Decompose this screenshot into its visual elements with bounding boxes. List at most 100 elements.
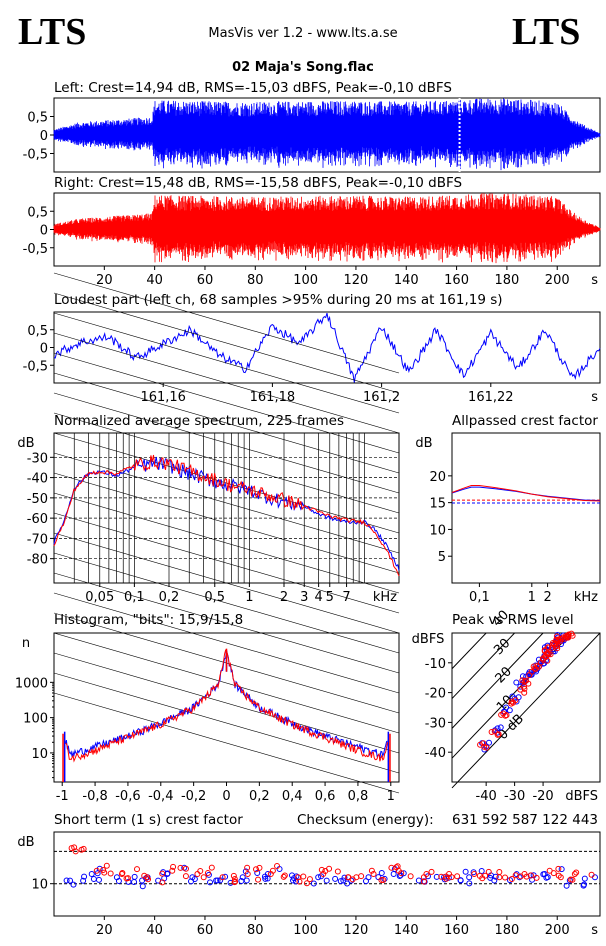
shortcrest-point-1 [443,873,450,880]
peakrms-point-0 [485,739,492,746]
histogram-label: Histogram, "bits": 15,9/15,8 [54,612,244,628]
shortcrest-xtick-label: 60 [197,923,214,938]
spectrum-slope-line [53,652,400,754]
shortcrest-point-0 [264,875,271,882]
peakrms-point-0 [515,694,522,701]
shortcrest-point-1 [100,867,107,874]
shortcrest-point-1 [322,868,329,875]
histogram-ytick-label: 10 [31,747,48,762]
loudest-xunit: s [591,390,598,405]
shortcrest-point-0 [90,875,97,882]
shortcrest-point-0 [81,873,88,880]
spectrum-xtick-label: 5 [326,590,334,605]
allpass-series-0 [451,486,601,501]
spectrum-series-0 [53,456,400,571]
shortcrest-xtick-label: 200 [545,923,570,938]
shortcrest-point-0 [131,873,138,880]
app-title: MasVis ver 1.2 - www.lts.a.se [208,26,398,41]
spectrum-yunit: dB [17,436,34,451]
shortcrest-point-0 [95,876,102,883]
allpass-ytick-label: 15 [429,497,446,512]
shortcrest-point-1 [569,876,576,883]
peakrms-point-1 [508,700,515,707]
histogram-xtick-label: 0,6 [315,789,336,804]
shortcrest-point-1 [533,874,540,881]
spectrum-ytick-label: -50 [27,492,48,507]
shortcrest-point-1 [573,869,580,876]
shortcrest-point-0 [337,878,344,885]
histogram-xtick-label: -0,8 [82,789,107,804]
shortcrest-point-0 [63,877,70,884]
shortcrest-xtick-label: 140 [394,923,419,938]
peakrms-point-1 [568,630,575,637]
peakrms-point-1 [502,712,509,719]
shortcrest-point-1 [420,878,427,885]
shortcrest-point-0 [381,875,388,882]
shortcrest-point-0 [478,868,485,875]
peakrms-point-1 [530,663,537,670]
shortcrest-point-0 [254,869,261,876]
peakrms-xtick-label: -40 [476,789,497,804]
histogram-xtick-label: 1 [387,789,395,804]
shortcrest-xtick-label: 160 [444,923,469,938]
shortcrest-label: Short term (1 s) crest factor [54,812,243,828]
shortcrest-point-1 [177,864,184,871]
shortcrest-point-0 [566,877,573,884]
loudest-ytick-label: -0,5 [23,359,48,374]
right_wave-xtick-label: 200 [545,273,570,288]
shortcrest-point-0 [115,877,122,884]
shortcrest-point-0 [540,871,547,878]
spectrum-xtick-label: 7 [342,590,350,605]
spectrum-ytick-label: -40 [27,472,48,487]
shortcrest-point-0 [243,877,250,884]
right_wave-xtick-label: 80 [247,273,264,288]
shortcrest-point-1 [80,845,87,852]
left_wave-ytick-label: 0 [40,129,48,144]
right_wave-xunit: s [591,273,598,288]
shortcrest-point-0 [188,878,195,885]
allpass-yunit: dB [415,436,432,451]
shortcrest-point-1 [72,848,79,855]
histogram-ytick-label: 1000 [15,676,48,691]
shortcrest-point-0 [239,874,246,881]
shortcrest-point-1 [133,866,140,873]
shortcrest-point-1 [182,865,189,872]
peakrms-diagonal [451,632,487,670]
peakrms-point-0 [497,724,504,731]
shortcrest-point-1 [145,876,152,883]
shortcrest-point-1 [231,879,238,886]
right_wave-xtick-label: 60 [197,273,214,288]
shortcrest-point-1 [281,872,288,879]
right_wave-xtick-label: 180 [494,273,519,288]
right_wave-ytick-label: -0,5 [23,242,48,257]
spectrum-slope-line [53,592,400,694]
spectrum-xtick-label: 0,5 [204,590,225,605]
histogram-xtick-label: 0 [222,789,230,804]
shortcrest-point-0 [323,877,330,884]
shortcrest-point-0 [457,877,464,884]
shortcrest-point-1 [378,877,385,884]
shortcrest-point-1 [169,867,176,874]
shortcrest-point-1 [393,864,400,871]
shortcrest-point-1 [407,873,414,880]
logo-left: LTS [18,11,87,53]
peakrms-point-1 [554,645,561,652]
spectrum-ytick-label: -70 [27,532,48,547]
shortcrest-xtick-label: 20 [96,923,113,938]
shortcrest-point-1 [244,864,251,871]
spectrum-slope-line [53,692,400,794]
shortcrest-point-1 [253,866,260,873]
spectrum-ytick-label: -30 [27,451,48,466]
right_wave-xtick-label: 20 [96,273,113,288]
shortcrest-point-1 [200,874,207,881]
shortcrest-point-1 [230,872,237,879]
shortcrest-point-1 [508,876,515,883]
peakrms-point-1 [554,643,561,650]
shortcrest-point-1 [428,868,435,875]
shortcrest-point-0 [315,874,322,881]
shortcrest-point-0 [433,873,440,880]
histogram-xtick-label: 0,4 [282,789,303,804]
shortcrest-point-0 [344,880,351,887]
right_wave-xtick-label: 140 [394,273,419,288]
shortcrest-xtick-label: 180 [494,923,519,938]
